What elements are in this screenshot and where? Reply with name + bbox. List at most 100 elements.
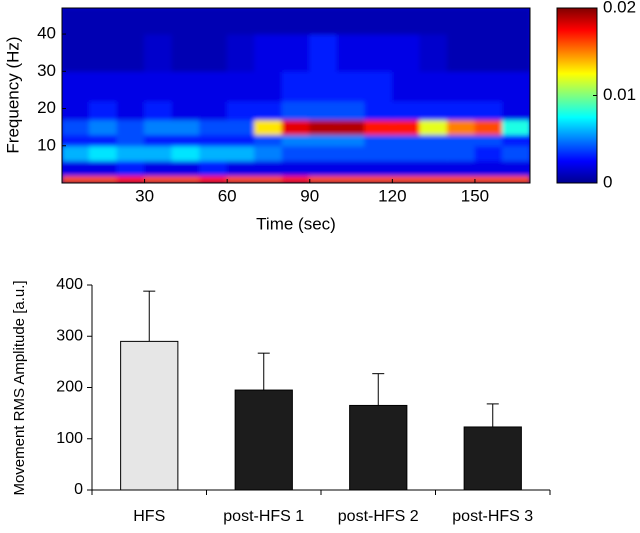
heatmap-cell (474, 8, 503, 35)
heatmap-cell (144, 33, 173, 72)
heatmap-cell (281, 145, 311, 162)
x-tick-label: post-HFS 3 (452, 508, 533, 525)
heatmap-cell (336, 8, 366, 35)
heatmap-cell (254, 134, 283, 147)
heatmap-cell (144, 119, 173, 136)
heatmap-cell (116, 100, 146, 121)
heatmap-cell (364, 119, 393, 136)
heatmap-cell (281, 119, 311, 136)
heatmap-cell (171, 160, 201, 177)
y-tick-label: 0 (74, 481, 83, 498)
heatmap-cell (501, 100, 530, 121)
x-tick-label: post-HFS 1 (223, 508, 304, 525)
heatmap-cell (364, 8, 393, 35)
heatmap-cell (89, 134, 118, 147)
bar (349, 404, 408, 491)
heatmap-cell (62, 119, 91, 136)
heatmap-cell (62, 70, 91, 102)
y-tick-label: 20 (37, 98, 56, 117)
heatmap-cell (281, 100, 311, 121)
heatmap-cell (309, 160, 338, 177)
heatmap-cell (501, 70, 530, 102)
heatmap-cell (116, 134, 146, 147)
heatmap-cell (501, 134, 530, 147)
heatmap-cell (446, 145, 476, 162)
x-tick-label: 60 (218, 186, 237, 205)
heatmap-cell (199, 100, 228, 121)
heatmap-cell (116, 8, 146, 35)
heatmap-cell (89, 70, 118, 102)
heatmap-cell (336, 160, 366, 177)
heatmap-cell (199, 119, 228, 136)
y-tick-label: 40 (37, 24, 56, 43)
heatmap-cell (419, 33, 448, 72)
heatmap-cell (446, 119, 476, 136)
x-tick-label: HFS (133, 508, 165, 525)
heatmap-cell (254, 70, 283, 102)
heatmap-cell (391, 70, 421, 102)
heatmap-cell (226, 175, 256, 183)
y-tick-label: 400 (56, 276, 83, 293)
heatmap-cell (62, 160, 91, 177)
heatmap-cell (419, 145, 448, 162)
y-tick-label: 300 (56, 327, 83, 344)
heatmap-cell (336, 119, 366, 136)
heatmap-cell (62, 175, 91, 183)
heatmap-cell (144, 8, 173, 35)
x-axis-label: Time (sec) (256, 214, 336, 233)
heatmap-cell (391, 134, 421, 147)
heatmap-cell (171, 134, 201, 147)
heatmap-cell (391, 145, 421, 162)
heatmap-cell (501, 8, 530, 35)
heatmap-cell (309, 100, 338, 121)
heatmap-cell (89, 160, 118, 177)
x-tick-label: 120 (378, 186, 406, 205)
heatmap-cell (116, 160, 146, 177)
heatmap-cell (62, 145, 91, 162)
heatmap-cell (281, 175, 311, 183)
heatmap-cell (364, 70, 393, 102)
heatmap-cell (391, 175, 421, 183)
heatmap-cell (419, 8, 448, 35)
heatmap-cell (171, 119, 201, 136)
heatmap-cell (226, 145, 256, 162)
heatmap-cell (89, 119, 118, 136)
heatmap-cell (226, 70, 256, 102)
heatmap-cell (419, 119, 448, 136)
heatmap-cell (309, 175, 338, 183)
heatmap-cell (62, 134, 91, 147)
heatmap-cell (226, 134, 256, 147)
heatmap-cell (199, 160, 228, 177)
heatmap-cell (171, 100, 201, 121)
heatmap-cell (226, 100, 256, 121)
colorbar-tick-label: 0.01 (603, 85, 636, 104)
heatmap-cell (446, 8, 476, 35)
x-tick-label: 30 (135, 186, 154, 205)
heatmap-cell (364, 160, 393, 177)
heatmap-cell (226, 8, 256, 35)
heatmap-cell (226, 119, 256, 136)
heatmap-cell (474, 100, 503, 121)
heatmap-cell (199, 134, 228, 147)
heatmap-cell (144, 160, 173, 177)
heatmap-cell (446, 175, 476, 183)
heatmap-cell (281, 8, 311, 35)
heatmap-cell (446, 160, 476, 177)
x-tick-label: 150 (461, 186, 489, 205)
heatmap-cell (309, 8, 338, 35)
heatmap-cell (144, 145, 173, 162)
heatmap-cell (309, 70, 338, 102)
heatmap-cell (474, 70, 503, 102)
heatmap-cell (254, 175, 283, 183)
heatmap-cell (171, 175, 201, 183)
heatmap-cell (446, 134, 476, 147)
heatmap-cell (364, 175, 393, 183)
heatmap-cell (171, 70, 201, 102)
heatmap-cell (199, 33, 228, 72)
heatmap-cell (419, 175, 448, 183)
heatmap-cell (281, 70, 311, 102)
heatmap-cell (336, 33, 366, 72)
heatmap-cell (309, 119, 338, 136)
y-tick-label: 200 (56, 379, 83, 396)
